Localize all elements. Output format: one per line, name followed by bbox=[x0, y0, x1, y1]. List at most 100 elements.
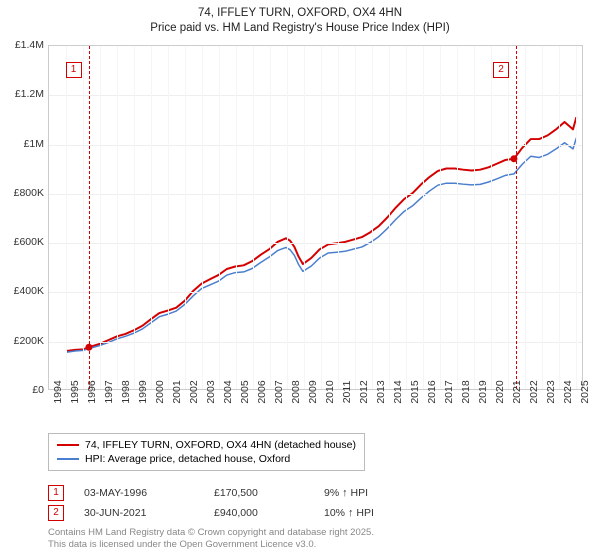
gridline-v bbox=[304, 46, 305, 389]
gridline-v bbox=[440, 46, 441, 389]
legend: 74, IFFLEY TURN, OXFORD, OX4 4HN (detach… bbox=[48, 433, 365, 471]
gridline-v bbox=[66, 46, 67, 389]
sales-date: 30-JUN-2021 bbox=[84, 507, 214, 519]
gridline-v bbox=[372, 46, 373, 389]
xtick-label: 2009 bbox=[307, 380, 319, 403]
gridline-v bbox=[423, 46, 424, 389]
xtick-label: 2002 bbox=[188, 380, 200, 403]
ytick-label: £0 bbox=[32, 384, 44, 396]
gridline-v bbox=[185, 46, 186, 389]
marker-box: 1 bbox=[66, 62, 82, 78]
gridline-v bbox=[83, 46, 84, 389]
xtick-label: 2024 bbox=[562, 380, 574, 403]
gridline-h bbox=[49, 243, 582, 244]
gridline-v bbox=[100, 46, 101, 389]
gridline-h bbox=[49, 292, 582, 293]
ytick-label: £1.2M bbox=[15, 88, 44, 100]
sales-price: £940,000 bbox=[214, 507, 324, 519]
xtick-label: 2012 bbox=[358, 380, 370, 403]
gridline-v bbox=[576, 46, 577, 389]
xtick-label: 1995 bbox=[69, 380, 81, 403]
xtick-label: 2020 bbox=[494, 380, 506, 403]
gridline-v bbox=[151, 46, 152, 389]
sales-marker: 2 bbox=[48, 505, 64, 521]
sales-date: 03-MAY-1996 bbox=[84, 487, 214, 499]
legend-item: HPI: Average price, detached house, Oxfo… bbox=[57, 452, 356, 466]
xtick-label: 2008 bbox=[290, 380, 302, 403]
xtick-label: 2017 bbox=[443, 380, 455, 403]
sales-row: 103-MAY-1996£170,5009% ↑ HPI bbox=[48, 483, 404, 503]
gridline-v bbox=[542, 46, 543, 389]
xtick-label: 2016 bbox=[426, 380, 438, 403]
sales-row: 2 30-JUN-2021£940,00010% ↑ HPI bbox=[48, 503, 404, 523]
footer-line1: Contains HM Land Registry data © Crown c… bbox=[48, 527, 374, 539]
xtick-label: 2006 bbox=[256, 380, 268, 403]
gridline-v bbox=[321, 46, 322, 389]
gridline-v bbox=[474, 46, 475, 389]
xtick-label: 2000 bbox=[154, 380, 166, 403]
gridline-v bbox=[389, 46, 390, 389]
gridline-v bbox=[236, 46, 237, 389]
ytick-label: £600K bbox=[14, 236, 44, 248]
sales-pct: 10% ↑ HPI bbox=[324, 507, 404, 519]
gridline-h bbox=[49, 194, 582, 195]
arrow-up-icon: ↑ bbox=[348, 507, 354, 519]
xtick-label: 2013 bbox=[375, 380, 387, 403]
gridline-h bbox=[49, 342, 582, 343]
xtick-label: 2001 bbox=[171, 380, 183, 403]
ytick-label: £400K bbox=[14, 285, 44, 297]
legend-swatch bbox=[57, 444, 79, 446]
gridline-v bbox=[168, 46, 169, 389]
xtick-label: 2015 bbox=[409, 380, 421, 403]
xtick-label: 2023 bbox=[545, 380, 557, 403]
gridline-v bbox=[287, 46, 288, 389]
gridline-v bbox=[457, 46, 458, 389]
xtick-label: 2014 bbox=[392, 380, 404, 403]
marker-line bbox=[516, 46, 517, 389]
marker-box: 2 bbox=[493, 62, 509, 78]
gridline-h bbox=[49, 95, 582, 96]
xtick-label: 1994 bbox=[52, 380, 64, 403]
legend-swatch bbox=[57, 458, 79, 460]
footer: Contains HM Land Registry data © Crown c… bbox=[48, 527, 374, 551]
title-line1: 74, IFFLEY TURN, OXFORD, OX4 4HN bbox=[0, 6, 600, 21]
xtick-label: 2021 bbox=[511, 380, 523, 403]
gridline-v bbox=[338, 46, 339, 389]
sales-table: 103-MAY-1996£170,5009% ↑ HPI230-JUN-2021… bbox=[48, 483, 404, 523]
xtick-label: 1996 bbox=[86, 380, 98, 403]
ytick-label: £1.4M bbox=[15, 39, 44, 51]
sales-pct: 9% ↑ HPI bbox=[324, 487, 404, 499]
ytick-label: £1M bbox=[24, 138, 44, 150]
arrow-up-icon: ↑ bbox=[342, 487, 348, 499]
xtick-label: 2019 bbox=[477, 380, 489, 403]
gridline-v bbox=[202, 46, 203, 389]
xtick-label: 1999 bbox=[137, 380, 149, 403]
gridline-v bbox=[559, 46, 560, 389]
xtick-label: 2003 bbox=[205, 380, 217, 403]
chart-plot-area bbox=[48, 45, 583, 390]
xtick-label: 2025 bbox=[579, 380, 591, 403]
xtick-label: 2005 bbox=[239, 380, 251, 403]
gridline-v bbox=[525, 46, 526, 389]
xtick-label: 1998 bbox=[120, 380, 132, 403]
gridline-h bbox=[49, 145, 582, 146]
xtick-label: 1997 bbox=[103, 380, 115, 403]
xtick-label: 2007 bbox=[273, 380, 285, 403]
gridline-v bbox=[355, 46, 356, 389]
gridline-v bbox=[491, 46, 492, 389]
sales-marker: 1 bbox=[48, 485, 64, 501]
gridline-v bbox=[270, 46, 271, 389]
ytick-label: £200K bbox=[14, 335, 44, 347]
gridline-v bbox=[253, 46, 254, 389]
gridline-v bbox=[134, 46, 135, 389]
legend-item: 74, IFFLEY TURN, OXFORD, OX4 4HN (detach… bbox=[57, 438, 356, 452]
footer-line2: This data is licensed under the Open Gov… bbox=[48, 539, 374, 551]
gridline-v bbox=[406, 46, 407, 389]
gridline-v bbox=[219, 46, 220, 389]
legend-label: 74, IFFLEY TURN, OXFORD, OX4 4HN (detach… bbox=[85, 439, 356, 451]
xtick-label: 2010 bbox=[324, 380, 336, 403]
marker-line bbox=[89, 46, 90, 389]
xtick-label: 2004 bbox=[222, 380, 234, 403]
gridline-v bbox=[117, 46, 118, 389]
gridline-v bbox=[508, 46, 509, 389]
